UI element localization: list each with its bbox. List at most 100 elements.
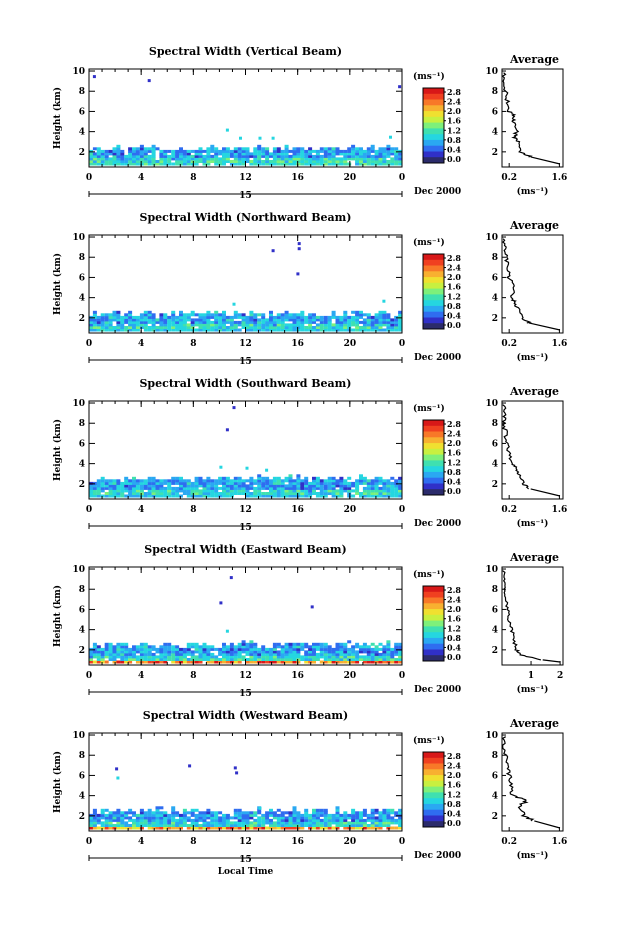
colorbar-swatch: [423, 815, 444, 822]
echo-cell: [323, 821, 328, 825]
echo-cell: [233, 328, 238, 332]
colorbar-tick-label: 2.0: [447, 438, 461, 448]
echo-cell: [292, 486, 297, 490]
echo-cell: [175, 476, 180, 480]
echo-cell: [386, 154, 391, 158]
echo-cell: [218, 821, 223, 825]
echo-cell: [206, 328, 211, 332]
echo-cell: [222, 486, 226, 490]
echo-cell: [210, 818, 215, 822]
echo-cell: [237, 476, 242, 480]
echo-cell: [304, 808, 309, 812]
colorbar-swatch: [423, 803, 444, 811]
echo-cell: [319, 154, 324, 158]
echo-cell: [104, 647, 109, 651]
echo-cell: [265, 481, 270, 485]
echo-cell: [394, 811, 399, 815]
avg-y-tick-label: 6: [492, 273, 498, 283]
echo-cell: [186, 479, 191, 483]
echo-cell: [347, 492, 352, 495]
echo-cell: [335, 660, 340, 664]
echo-cell: [179, 160, 183, 163]
echo-cell: [304, 489, 309, 493]
echo-cell: [343, 821, 348, 825]
colorbar-swatch: [423, 769, 444, 776]
echo-cell: [300, 157, 305, 161]
echo-cell: [327, 318, 332, 322]
echo-cell: [308, 818, 313, 822]
echo-cell: [218, 486, 223, 490]
echo-cell: [182, 821, 187, 825]
echo-cell: [214, 813, 219, 817]
echo-cell: [366, 652, 371, 656]
echo-cell: [261, 476, 266, 480]
echo-cell: [112, 318, 117, 322]
echo-cell: [171, 313, 176, 317]
echo-cell: [108, 320, 113, 324]
echo-cell: [132, 149, 136, 153]
echo-cell: [190, 160, 195, 163]
echo-cell: [92, 154, 97, 158]
x-tick-label: 0: [399, 339, 405, 349]
echo-cell: [241, 147, 246, 151]
echo-cell: [198, 147, 203, 151]
echo-cell: [222, 149, 226, 153]
echo-cell: [374, 652, 379, 656]
y-tick-label: 8: [79, 419, 85, 429]
echo-cell: [89, 492, 93, 495]
echo-cell: [265, 484, 270, 488]
scattered-echo: [233, 766, 237, 770]
echo-cell: [351, 826, 356, 830]
echo-cell: [222, 323, 226, 327]
echo-cell: [362, 650, 367, 654]
echo-cell: [296, 824, 301, 827]
echo-cell: [233, 152, 238, 156]
echo-cell: [339, 479, 344, 483]
echo-cell: [327, 486, 332, 490]
colorbar-swatch: [423, 757, 444, 765]
echo-cell: [362, 655, 367, 659]
echo-cell: [128, 655, 133, 659]
echo-cell: [327, 816, 332, 820]
echo-cell: [100, 484, 105, 488]
echo-cell: [359, 474, 363, 478]
echo-cell: [261, 645, 266, 649]
echo-cell: [112, 489, 117, 493]
echo-cell: [175, 157, 180, 161]
echo-cell: [261, 479, 266, 483]
echo-cell: [323, 152, 328, 156]
echo-cell: [147, 328, 152, 332]
echo-cell: [386, 808, 391, 812]
echo-cell: [135, 152, 140, 156]
echo-cell: [241, 811, 246, 815]
echo-cell: [351, 652, 356, 656]
echo-cell: [222, 489, 226, 493]
echo-cell: [398, 658, 403, 661]
echo-cell: [323, 147, 328, 151]
echo-cell: [194, 154, 199, 158]
echo-cell: [198, 323, 203, 327]
echo-cell: [249, 642, 254, 646]
echo-cell: [359, 326, 363, 329]
x-tick-label: 8: [190, 837, 196, 847]
echo-cell: [292, 313, 297, 317]
echo-cell: [272, 160, 277, 163]
echo-cell: [241, 157, 246, 161]
echo-cell: [366, 494, 371, 498]
echo-cell: [229, 489, 234, 493]
echo-cell: [143, 494, 148, 498]
echo-cell: [398, 826, 403, 830]
echo-cell: [272, 147, 277, 151]
echo-cell: [245, 149, 250, 153]
echo-cell: [210, 149, 215, 153]
echo-cell: [296, 326, 301, 329]
echo-cell: [280, 818, 285, 822]
echo-cell: [331, 160, 336, 163]
echo-cell: [233, 650, 238, 654]
echo-cell: [331, 489, 336, 493]
echo-cell: [249, 811, 254, 815]
echo-cell: [135, 315, 140, 319]
echo-cell: [104, 160, 109, 163]
echo-cell: [214, 655, 219, 659]
echo-cell: [194, 494, 199, 498]
